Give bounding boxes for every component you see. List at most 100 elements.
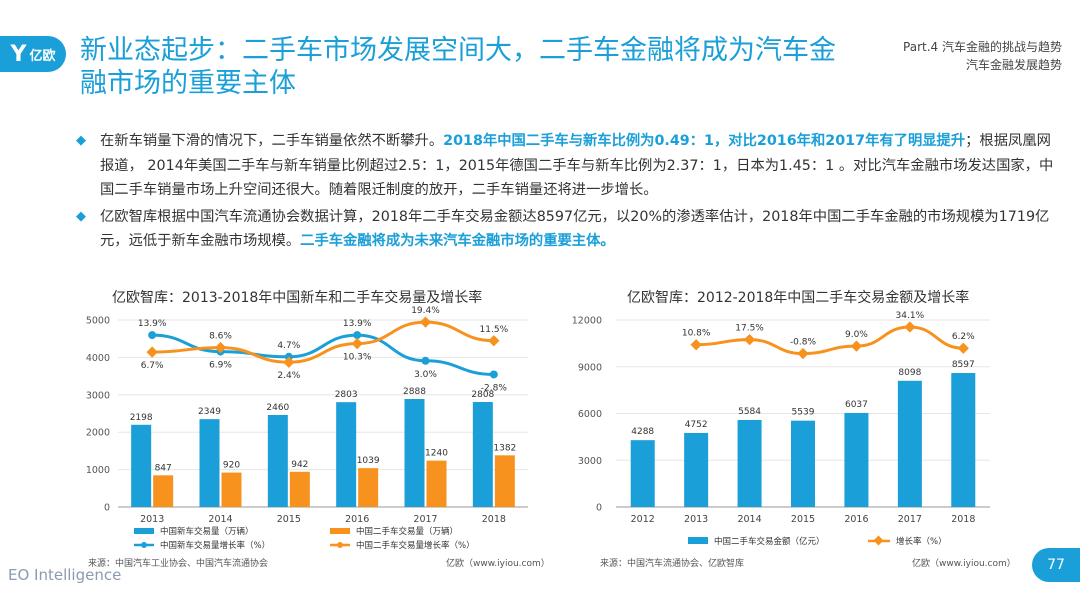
y-tick-label: 2000 (86, 428, 110, 439)
bar-used-car (494, 455, 515, 507)
brand-logo: Y 亿欧 (0, 36, 66, 72)
point-used-car-growth (419, 316, 432, 328)
data-label: 2888 (403, 387, 426, 397)
bar-used-car-amount (737, 419, 762, 507)
data-label: 2349 (198, 407, 221, 417)
x-tick-label: 2013 (140, 514, 164, 525)
data-label: 1240 (425, 449, 448, 459)
x-tick-label: 2018 (951, 514, 975, 525)
diamond-icon: ◆ (76, 208, 86, 224)
point-growth (690, 339, 702, 351)
bullet-list: ◆ 在新车销量下滑的情况下，二手车销量依然不断攀升。2018年中国二手车与新车比… (72, 129, 1058, 256)
data-label: 8597 (952, 360, 975, 370)
legend-label: 中国二手车交易量增长率（%） (356, 540, 475, 551)
credit-right: 亿欧（www.iyiou.com） (912, 559, 1016, 569)
rate-label: 13.9% (138, 319, 167, 329)
point-growth (957, 342, 969, 354)
data-label: 6037 (845, 400, 868, 410)
x-tick-label: 2013 (684, 514, 708, 525)
legend-swatch (134, 528, 154, 534)
rate-label: 11.5% (480, 325, 509, 335)
data-label: 2198 (130, 413, 153, 423)
data-label: 2803 (335, 390, 358, 400)
bar-used-car-amount (684, 432, 709, 507)
legend-swatch-marker (337, 542, 343, 548)
rate-label: 6.7% (141, 361, 164, 371)
page-number: 77 (1032, 548, 1080, 582)
y-tick-label: 0 (596, 503, 602, 514)
chart-right: 0 3000 6000 9000 12000 2012 4288 2013 4752 2014 55… (572, 311, 990, 547)
bullet-highlight: 二手车金融将成为未来汽车金融市场的重要主体。 (300, 233, 615, 249)
legend-swatch-marker (141, 542, 147, 548)
data-label: 1382 (493, 443, 516, 453)
bar-new-car (199, 419, 220, 507)
rate-label: 17.5% (735, 324, 764, 334)
point-new-car-growth (353, 331, 362, 340)
rate-label: 4.7% (277, 341, 300, 351)
rate-label: -2.8% (481, 383, 508, 393)
point-new-car-growth (489, 370, 498, 379)
data-label: 4288 (631, 427, 654, 437)
x-tick-label: 2017 (413, 514, 437, 525)
chart-title-right: 亿欧智库：2012-2018年中国二手车交易金额及增长率 (627, 290, 970, 306)
source-right: 来源：中国汽车流通协会、亿欧智库 (600, 559, 745, 569)
diamond-icon: ◆ (76, 133, 86, 148)
bullet-item: ◆ 亿欧智库根据中国汽车流通协会数据计算，2018年二手车交易金额达8597亿元… (72, 205, 1058, 254)
bar-new-car (404, 398, 425, 507)
bullet-text: ；根据凤凰网报道， 2014年美国二手车与新车销量比例超过2.5：1，2015年… (100, 133, 1054, 198)
legend-swatch (688, 537, 708, 544)
rate-label: 8.6% (209, 332, 232, 342)
data-label: 847 (155, 463, 172, 473)
y-tick-label: 3000 (86, 390, 110, 401)
point-new-car-growth (148, 331, 157, 340)
bar-used-car-amount (630, 440, 655, 507)
bar-used-car (358, 468, 379, 507)
bar-new-car (131, 424, 152, 507)
bar-new-car (267, 414, 288, 507)
rate-label: 13.9% (343, 319, 372, 329)
bar-used-car (221, 472, 242, 507)
legend-label: 增长率（%） (896, 536, 947, 547)
section-part: Part.4 汽车金融的挑战与趋势 (903, 40, 1062, 54)
x-tick-label: 2014 (737, 514, 761, 525)
logo-mark: Y (10, 41, 27, 67)
y-tick-label: 1000 (86, 465, 110, 476)
bullet-highlight: 2018年中国二手车与新车比例为0.49：1，对比2016年和2017年有了明显… (443, 133, 966, 149)
rate-label: 6.2% (952, 332, 975, 342)
bar-used-car (426, 460, 447, 507)
rate-label: 3.0% (414, 370, 437, 380)
y-tick-label: 5000 (86, 316, 110, 327)
data-label: 2808 (471, 390, 494, 400)
chart-left: 0 1000 2000 3000 4000 5000 2013 2198 847 2014 2349… (86, 306, 528, 551)
rate-label: 10.3% (343, 353, 372, 363)
bullet-text: 亿欧智库根据中国汽车流通协会数据计算，2018年二手车交易金额达8597亿元，以… (100, 208, 1050, 250)
bar-used-car-amount (897, 380, 922, 507)
point-used-car-growth (488, 335, 500, 347)
y-tick-label: 12000 (572, 316, 602, 327)
data-label: 942 (291, 460, 308, 470)
x-tick-label: 2012 (631, 514, 655, 525)
point-used-car-growth (351, 337, 363, 350)
x-tick-label: 2017 (898, 514, 922, 525)
x-tick-label: 2018 (482, 514, 506, 525)
rate-label: 9.0% (845, 330, 868, 340)
y-tick-label: 9000 (578, 362, 602, 373)
data-label: 2460 (266, 403, 289, 413)
data-label: 920 (223, 461, 240, 471)
y-tick-label: 0 (104, 503, 110, 514)
rate-label: 6.9% (209, 361, 232, 371)
x-tick-label: 2014 (208, 514, 232, 525)
legend-label: 中国二手车交易金额（亿元） (714, 536, 825, 547)
rate-label: 2.4% (277, 371, 300, 381)
point-new-car-growth (421, 356, 430, 365)
rate-label: 34.1% (896, 311, 925, 321)
bar-new-car (472, 401, 493, 507)
x-tick-label: 2015 (791, 514, 815, 525)
footer-brand: EO Intelligence (8, 566, 122, 584)
y-tick-label: 3000 (578, 456, 602, 467)
legend-label: 中国新车交易量（万辆） (160, 526, 254, 537)
legend-label: 中国新车交易量增长率（%） (160, 540, 270, 551)
y-tick-label: 4000 (86, 353, 110, 364)
point-growth (850, 340, 863, 352)
point-growth (797, 347, 809, 360)
